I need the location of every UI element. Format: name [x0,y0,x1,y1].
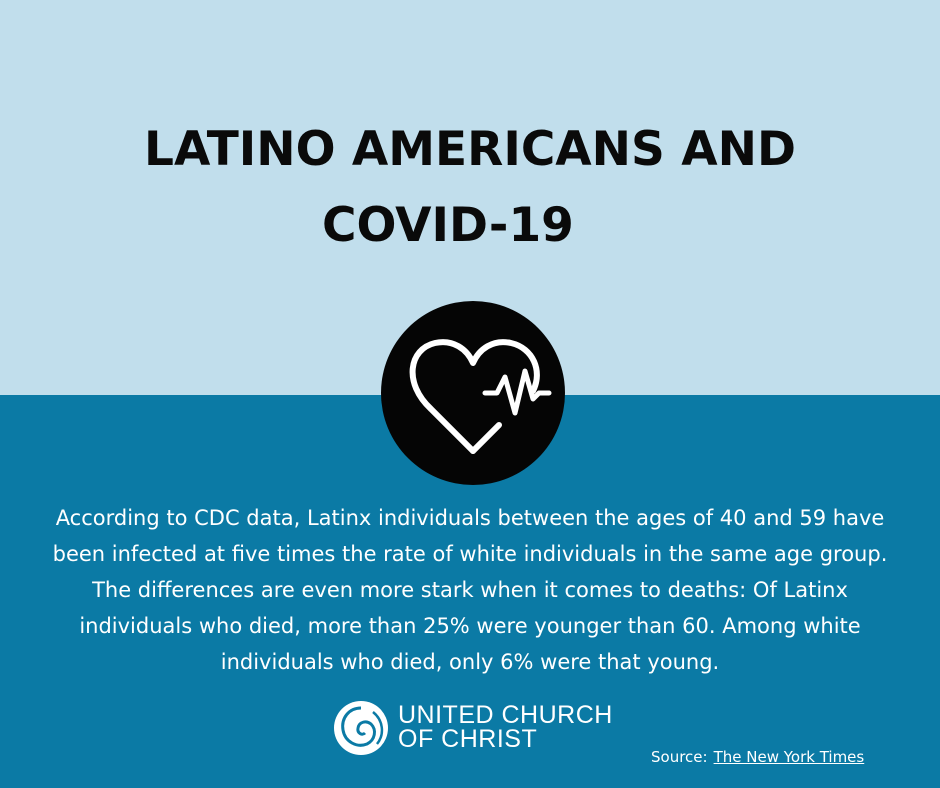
logo-text: UNITED CHURCH OF CHRIST [398,701,613,753]
body-line: been infected at five times the rate of … [52,542,888,566]
heart-icon [381,301,565,485]
logo-line: OF CHRIST [398,725,538,753]
body-line: The differences are even more stark when… [92,578,848,602]
title-line: COVID-19 [322,198,574,253]
title-line: LATINO AMERICANS AND [144,122,796,177]
logo-mark [334,701,388,755]
body-line: individuals who died, only 6% were that … [220,650,720,674]
source: Source: The New York Times [651,748,864,766]
source-link[interactable]: The New York Times [713,748,865,766]
body-line: According to CDC data, Latinx individual… [55,506,885,530]
source-label: Source: [651,748,708,766]
body-line: individuals who died, more than 25% were… [79,614,861,638]
logo-line: UNITED CHURCH [398,701,613,729]
body-text: According to CDC data, Latinx individual… [0,500,940,680]
